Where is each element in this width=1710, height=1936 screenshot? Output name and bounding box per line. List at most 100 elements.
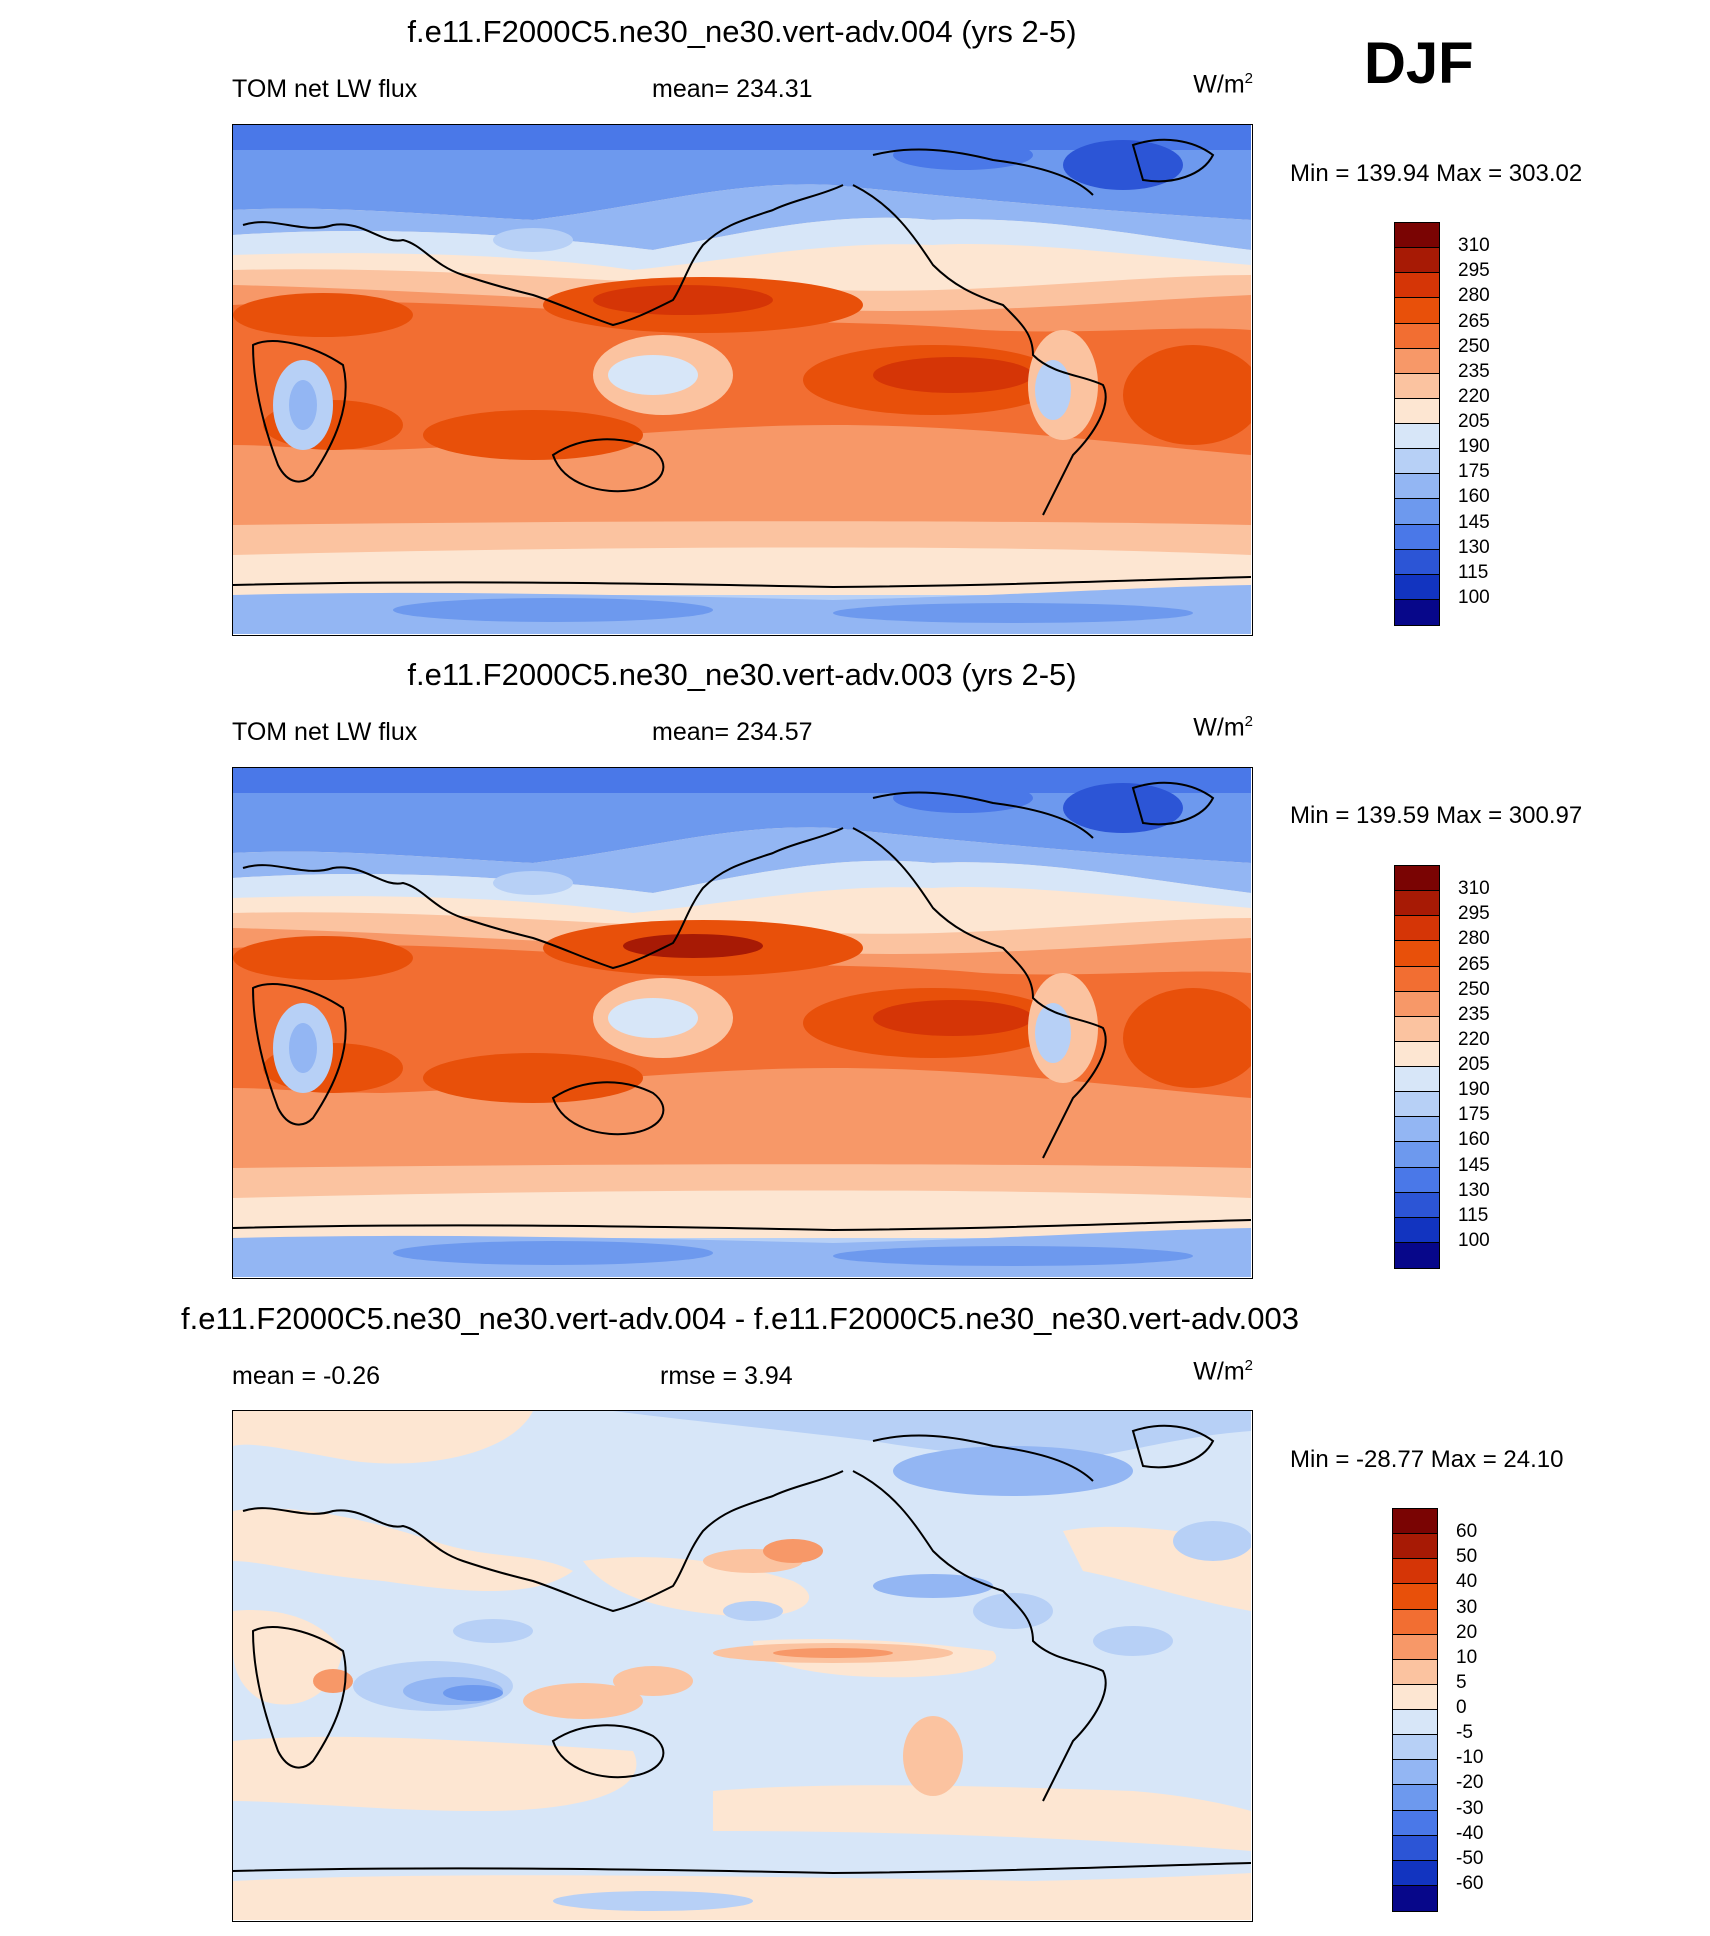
colorbar-swatch [1395,1092,1439,1118]
colorbar-tick-label: -5 [1456,1722,1473,1744]
colorbar-swatch [1395,223,1439,249]
colorbar-tick-label: 190 [1458,1079,1490,1101]
colorbar-swatch [1395,323,1439,349]
colorbar-3-labels: 60 50 40 30 20 10 5 0 -5 -10 -20 -30 -40 -50 -60 [1456,1508,1516,1912]
colorbar-tick-label: -10 [1456,1747,1484,1769]
colorbar-swatch [1393,1609,1437,1635]
colorbar-2 [1394,865,1440,1269]
colorbar-tick-label: 100 [1458,586,1490,608]
colorbar-swatch [1395,373,1439,399]
colorbar-tick-label: 220 [1458,1028,1490,1050]
minmax-label: Min = 139.94 Max = 303.02 [1290,160,1583,187]
colorbar-swatch [1393,1584,1437,1610]
colorbar-swatch [1395,1142,1439,1168]
season-label: DJF [1364,31,1474,96]
variable-label: TOM net LW flux [232,718,418,746]
units-sup: 2 [1244,713,1253,730]
colorbar-swatch [1395,1167,1439,1193]
colorbar-tick-label: 280 [1458,928,1490,950]
colorbar-tick-label: 235 [1458,1003,1490,1025]
units-label: W/m2 [1150,1357,1253,1386]
colorbar-swatch [1395,1192,1439,1218]
mean-label: mean= 234.31 [652,75,813,103]
variable-label: TOM net LW flux [232,75,418,103]
units-text: W/m [1193,713,1245,742]
colorbar-swatch [1395,1217,1439,1243]
colorbar-tick-label: 235 [1458,360,1490,382]
colorbar-swatch [1393,1634,1437,1660]
colorbar-swatch [1395,449,1439,475]
colorbar-tick-label: 130 [1458,536,1490,558]
colorbar-swatch [1393,1760,1437,1786]
colorbar-tick-label: 0 [1456,1697,1467,1718]
rmse-label: rmse = 3.94 [660,1362,793,1390]
colorbar-swatch [1395,248,1439,274]
colorbar-tick-label: 115 [1458,1204,1489,1226]
colorbar-tick-label: -60 [1456,1872,1484,1894]
map-panel-2 [232,767,1253,1279]
mean-label: mean= 234.57 [652,718,813,746]
units-label: W/m2 [1150,713,1253,742]
colorbar-tick-label: -50 [1456,1847,1484,1869]
colorbar-swatch [1393,1835,1437,1861]
colorbar-swatch [1395,891,1439,917]
colorbar-swatch [1395,916,1439,942]
panel-title: f.e11.F2000C5.ne30_ne30.vert-adv.003 (yr… [407,657,1077,692]
colorbar-swatch [1393,1785,1437,1811]
colorbar-swatch [1393,1659,1437,1685]
colorbar-tick-label: 145 [1458,1154,1490,1176]
colorbar-swatch [1393,1559,1437,1585]
colorbar-tick-label: 175 [1458,461,1490,483]
colorbar-tick-label: -30 [1456,1797,1484,1819]
colorbar-tick-label: 280 [1458,285,1490,307]
colorbar-swatch [1395,273,1439,299]
units-sup: 2 [1244,70,1253,87]
colorbar-tick-label: 160 [1458,486,1490,508]
colorbar-tick-label: 40 [1456,1571,1478,1593]
colorbar-swatch [1395,474,1439,500]
mean-label: mean = -0.26 [232,1362,381,1390]
colorbar-tick-label: -20 [1456,1772,1484,1794]
colorbar-swatch [1393,1509,1437,1535]
units-sup: 2 [1244,1357,1253,1374]
colorbar-1-labels: 310 295 280 265 250 235 220 205 190 175 160 145 130 1… [1458,222,1518,626]
colorbar-tick-label: 295 [1458,260,1490,282]
map-panel-1 [232,124,1253,636]
colorbar-swatch [1395,966,1439,992]
colorbar-tick-label: 130 [1458,1179,1490,1201]
colorbar-swatch [1395,991,1439,1017]
colorbar-tick-label: 175 [1458,1104,1490,1126]
colorbar-tick-label: 30 [1456,1596,1478,1618]
colorbar-swatch [1395,398,1439,424]
colorbar-tick-label: 220 [1458,385,1490,407]
colorbar-swatch [1393,1710,1437,1736]
colorbar-3 [1392,1508,1438,1912]
colorbar-swatch [1395,1117,1439,1143]
colorbar-swatch [1395,298,1439,324]
colorbar-tick-label: 310 [1458,878,1490,900]
colorbar-swatch [1393,1684,1437,1710]
colorbar-swatch [1395,549,1439,575]
colorbar-swatch [1395,1067,1439,1093]
colorbar-tick-label: 250 [1458,978,1490,1000]
colorbar-swatch [1395,424,1439,450]
colorbar-tick-label: 205 [1458,411,1490,432]
colorbar-tick-label: 145 [1458,511,1490,533]
colorbar-swatch [1395,599,1439,625]
map-panel-3 [232,1410,1253,1922]
units-text: W/m [1193,70,1245,99]
colorbar-tick-label: 115 [1458,561,1489,583]
colorbar-tick-label: 190 [1458,436,1490,458]
colorbar-tick-label: 205 [1458,1054,1490,1075]
colorbar-tick-label: 20 [1456,1621,1478,1643]
colorbar-tick-label: 265 [1458,310,1490,332]
colorbar-tick-label: 310 [1458,235,1490,257]
colorbar-tick-label: 100 [1458,1229,1490,1251]
colorbar-tick-label: 160 [1458,1129,1490,1151]
colorbar-1 [1394,222,1440,626]
colorbar-swatch [1395,499,1439,525]
colorbar-swatch [1395,1242,1439,1268]
colorbar-swatch [1395,941,1439,967]
colorbar-swatch [1393,1885,1437,1911]
colorbar-tick-label: 5 [1456,1671,1467,1693]
